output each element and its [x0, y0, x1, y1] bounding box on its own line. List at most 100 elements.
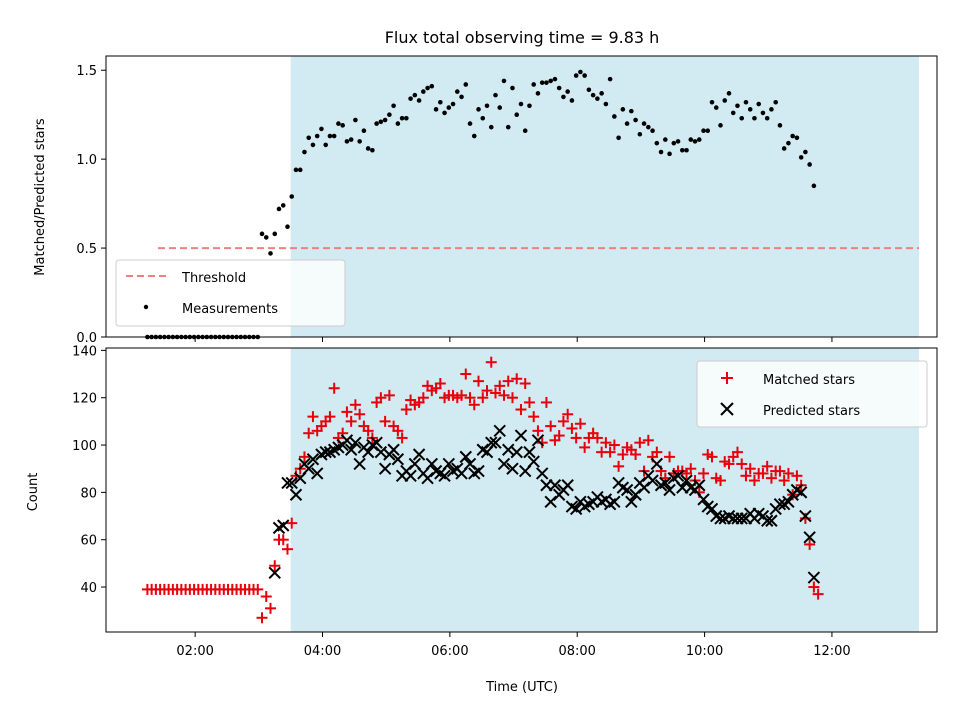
- predicted-star-d2: [370, 436, 383, 449]
- predicted-star-d2: [281, 476, 294, 490]
- predicted-star-d2: [285, 476, 298, 490]
- measurement-point: [709, 99, 715, 105]
- predicted-star-point: [523, 445, 536, 459]
- measurement-point: [370, 147, 375, 153]
- measurement-point: [764, 115, 770, 121]
- predicted-star-d2: [319, 445, 332, 459]
- predicted-star-d2: [799, 509, 812, 523]
- measurement-point: [501, 78, 507, 84]
- predicted-star-point: [535, 467, 549, 480]
- predicted-star-point: [527, 455, 540, 468]
- measurement-point: [395, 121, 401, 126]
- measurement-point: [514, 112, 520, 117]
- matched-star-point: [528, 411, 540, 423]
- measurement-point: [552, 76, 558, 82]
- predicted-star-point: [510, 445, 523, 459]
- measurement-point: [624, 121, 630, 126]
- predicted-star-d2: [306, 453, 320, 466]
- predicted-star-point: [310, 467, 324, 480]
- matched-star-point: [731, 446, 743, 458]
- matched-star-point: [481, 385, 493, 397]
- measurement-point: [671, 140, 677, 146]
- x-tick-label: 08:00: [558, 644, 595, 659]
- predicted-star-point: [561, 479, 574, 492]
- measurement-point: [510, 85, 515, 91]
- measurement-point: [319, 126, 324, 132]
- measurement-point: [675, 139, 681, 144]
- measurement-point: [781, 146, 787, 151]
- measurement-point: [803, 149, 808, 155]
- predicted-star-d2: [310, 467, 324, 480]
- predicted-star-d2: [302, 462, 315, 475]
- matched-star-point: [782, 467, 794, 479]
- measurement-point: [705, 128, 711, 133]
- matched-star-point: [651, 446, 663, 458]
- measurement-point: [421, 89, 426, 94]
- predicted-star-d2: [353, 457, 366, 471]
- measurement-point: [603, 101, 609, 107]
- matched-star-point: [714, 475, 726, 487]
- matched-star-point: [265, 602, 277, 614]
- top-legend: Threshold Measurements: [115, 259, 346, 327]
- measurement-point: [565, 89, 570, 94]
- measurement-point: [663, 137, 668, 142]
- measurement-point: [263, 235, 269, 240]
- top-axes-frame: [105, 55, 938, 338]
- matched-star-point: [723, 458, 735, 470]
- measurement-point: [696, 137, 702, 142]
- predicted-star-point: [349, 436, 362, 449]
- measurement-point: [726, 91, 732, 96]
- measurement-point: [633, 117, 638, 123]
- predicted-star-d2: [391, 453, 405, 466]
- matched-star-point: [812, 588, 824, 600]
- matched-star-point: [574, 418, 586, 430]
- matched-star-point: [375, 392, 387, 404]
- matched-star-point: [515, 404, 527, 416]
- predicted-star-d2: [412, 448, 426, 461]
- predicted-star-point: [412, 448, 426, 461]
- predicted-star-point: [459, 450, 472, 464]
- measurement-point: [794, 135, 800, 141]
- measurement-point: [378, 119, 384, 125]
- predicted-star-d2: [523, 445, 536, 459]
- predicted-star-d2: [697, 493, 710, 506]
- predicted-star-d2: [569, 502, 583, 516]
- bottom-y-tick-label: 60: [80, 534, 97, 549]
- predicted-star-d2: [608, 495, 621, 509]
- predicted-star-d2: [616, 481, 630, 494]
- predicted-star-d2: [408, 457, 422, 471]
- predicted-star-d2: [438, 469, 451, 483]
- matched-star-point: [341, 406, 353, 418]
- measurement-point: [280, 203, 286, 208]
- predicted-star-d2: [493, 424, 506, 438]
- measurements-legend-label: Measurements: [182, 302, 278, 317]
- measurement-point: [548, 78, 553, 84]
- matched-star-point: [617, 449, 629, 460]
- measurement-point: [484, 103, 490, 109]
- predicted-star-d2: [506, 462, 519, 475]
- threshold-legend-label: Threshold: [181, 271, 246, 286]
- predicted-star-point: [663, 483, 676, 497]
- measurement-point: [739, 115, 745, 121]
- matched-star-point: [791, 470, 803, 482]
- bottom-legend: Matched stars Predicted stars: [696, 360, 928, 428]
- measurement-point: [569, 98, 575, 103]
- measurement-point: [399, 115, 405, 121]
- measurement-point: [756, 101, 762, 107]
- measurement-point: [293, 167, 299, 173]
- predicted-star-point: [760, 514, 774, 527]
- x-axis-label: Time (UTC): [485, 680, 558, 695]
- predicted-star-point: [404, 469, 417, 483]
- measurement-point: [718, 123, 723, 128]
- matched-star-point: [392, 425, 404, 437]
- measurement-point: [276, 206, 282, 212]
- predicted-star-d2: [442, 457, 456, 471]
- measurement-point: [752, 115, 757, 121]
- predicted-star-d2: [565, 500, 579, 513]
- bottom-y-tick-label: 120: [72, 392, 97, 407]
- matched-star-point: [748, 475, 760, 487]
- matched-star-point: [473, 375, 485, 387]
- predicted-star-d2: [268, 566, 281, 580]
- predicted-star-point: [497, 457, 511, 471]
- matched-star-point: [383, 389, 395, 401]
